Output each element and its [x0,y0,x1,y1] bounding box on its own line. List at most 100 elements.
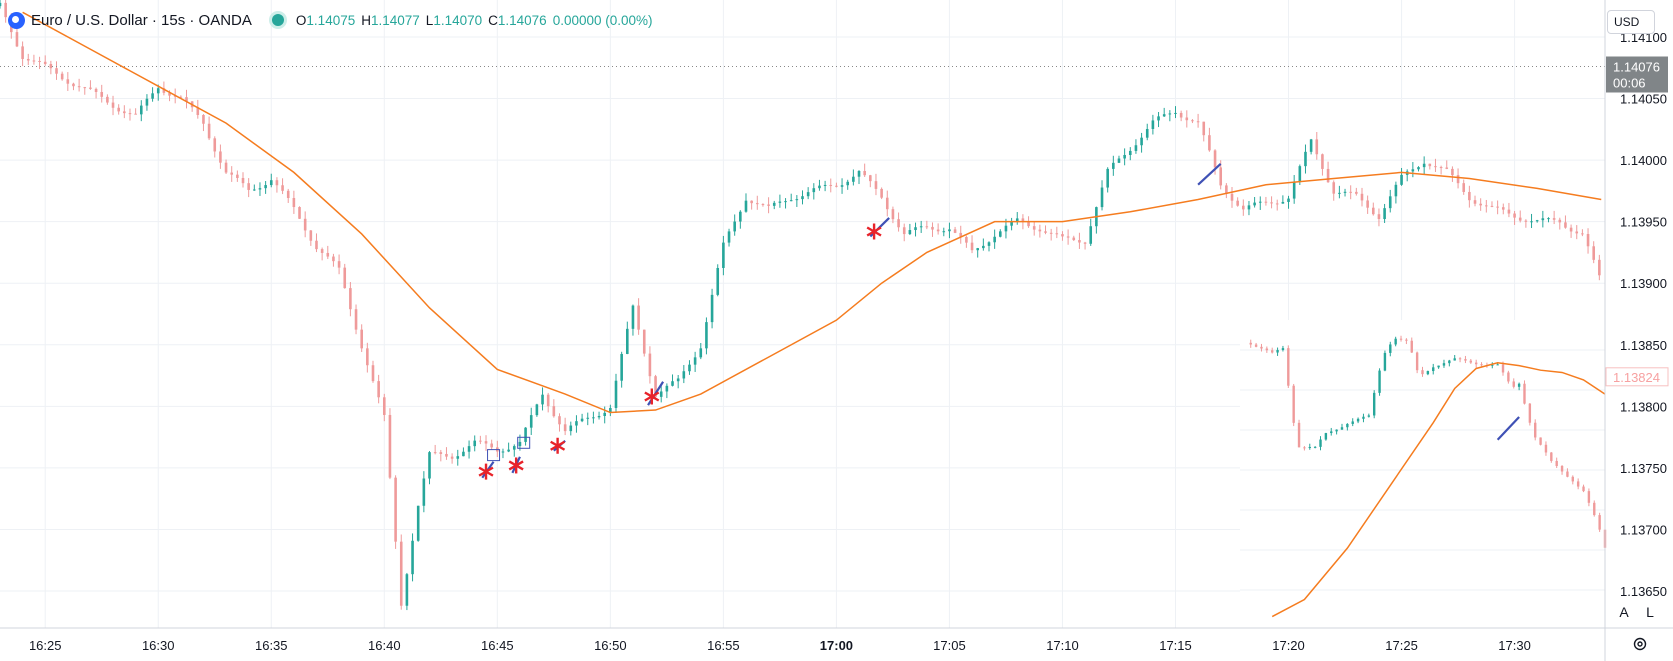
candle-body [1162,114,1166,117]
candle-body [705,322,708,349]
log-scale-button[interactable]: L [1640,601,1660,623]
candle-body [541,394,544,405]
candle-body [1437,365,1440,368]
candle-body [1123,154,1126,159]
candle-body [1432,367,1435,372]
candle-body [117,107,120,112]
candle-body [801,196,804,200]
candle-body [128,113,132,115]
candle-body [1242,205,1245,210]
star-marker-stroke [508,460,524,471]
candle-body [1453,358,1456,361]
candle-body [750,200,753,204]
candle-body [72,83,75,87]
candle-body [1338,192,1341,194]
candle-body [1281,201,1285,204]
candle-body [1287,348,1290,386]
candle-body [626,328,629,354]
candle-body [1270,202,1273,204]
candle-body [739,211,742,222]
candle-body [965,236,968,243]
candle-body [275,180,279,186]
candle-body [1351,421,1354,424]
candle-body [1592,246,1595,260]
candle-body [778,201,782,203]
candle-body [761,204,765,206]
currency-button[interactable]: USD [1607,10,1655,34]
candle-body [1598,515,1601,530]
candle-body [1544,444,1548,453]
overlay-trend-line [1496,416,1520,441]
candle-body [1202,121,1206,136]
candle-body [1383,208,1386,220]
x-tick-label: 16:55 [707,638,740,653]
candle-body [1513,213,1516,218]
candle-body [388,414,392,478]
candle-body [185,97,188,102]
candle-body [1405,339,1408,341]
candle-body [1417,167,1420,170]
candle-body [1276,349,1279,353]
candle-body [1303,447,1306,449]
candle-body [422,478,426,506]
candle-body [1474,362,1478,365]
candle-body [1566,471,1569,477]
candle-body [1309,139,1313,152]
candle-body [535,404,539,416]
candle-body [1383,352,1387,371]
candle-body [524,427,527,442]
symbol-title[interactable]: Euro / U.S. Dollar · 15s · OANDA [31,11,252,29]
candle-body [1555,460,1558,467]
x-tick-label: 16:50 [594,638,627,653]
candle-body [1326,168,1330,183]
candle-body [885,197,889,210]
candle-body [688,364,691,372]
candle-body [818,185,821,189]
candle-body [1564,222,1567,228]
candle-body [931,226,934,230]
candle-body [558,416,561,425]
candle-body [66,79,70,84]
candle-body [829,184,833,186]
candle-body [1230,193,1234,201]
candle-body [1247,205,1251,210]
ohlc-high-value: 1.14077 [370,12,420,28]
candle-body [1112,162,1115,169]
candle-body [953,229,957,233]
candle-body [1089,226,1093,244]
candle-body [1372,392,1376,416]
ghost-price-value: 1.13824 [1613,370,1660,385]
candle-body [1061,234,1064,237]
candle-body [1428,163,1432,167]
candle-body [1581,233,1584,235]
candle-body [1448,360,1451,364]
candle-body [1196,121,1200,123]
candle-body [722,242,725,268]
candle-body [1100,187,1104,208]
candle-body [1410,340,1413,353]
candle-body [411,540,414,575]
candle-body [4,2,7,18]
candle-body [94,88,98,92]
candle-body [134,113,137,115]
candle-body [1439,167,1443,169]
candle-body [1512,381,1515,387]
candle-body [846,181,850,186]
x-tick-label: 16:30 [142,638,175,653]
candle-body [456,456,460,459]
candle-body [1558,219,1562,223]
auto-scale-button[interactable]: A [1614,601,1634,623]
candle-body [196,107,200,115]
candle-body [1389,344,1392,353]
candle-body [1593,502,1596,516]
candle-body [1458,358,1462,360]
candle-body [49,64,53,69]
candle-body [512,446,516,450]
candle-body [156,88,160,94]
settings-button[interactable] [1630,634,1650,654]
candle-body [1010,221,1013,226]
candle-body [1496,364,1499,366]
ohlc-low-label: L [425,12,434,28]
candle-body [942,231,946,233]
